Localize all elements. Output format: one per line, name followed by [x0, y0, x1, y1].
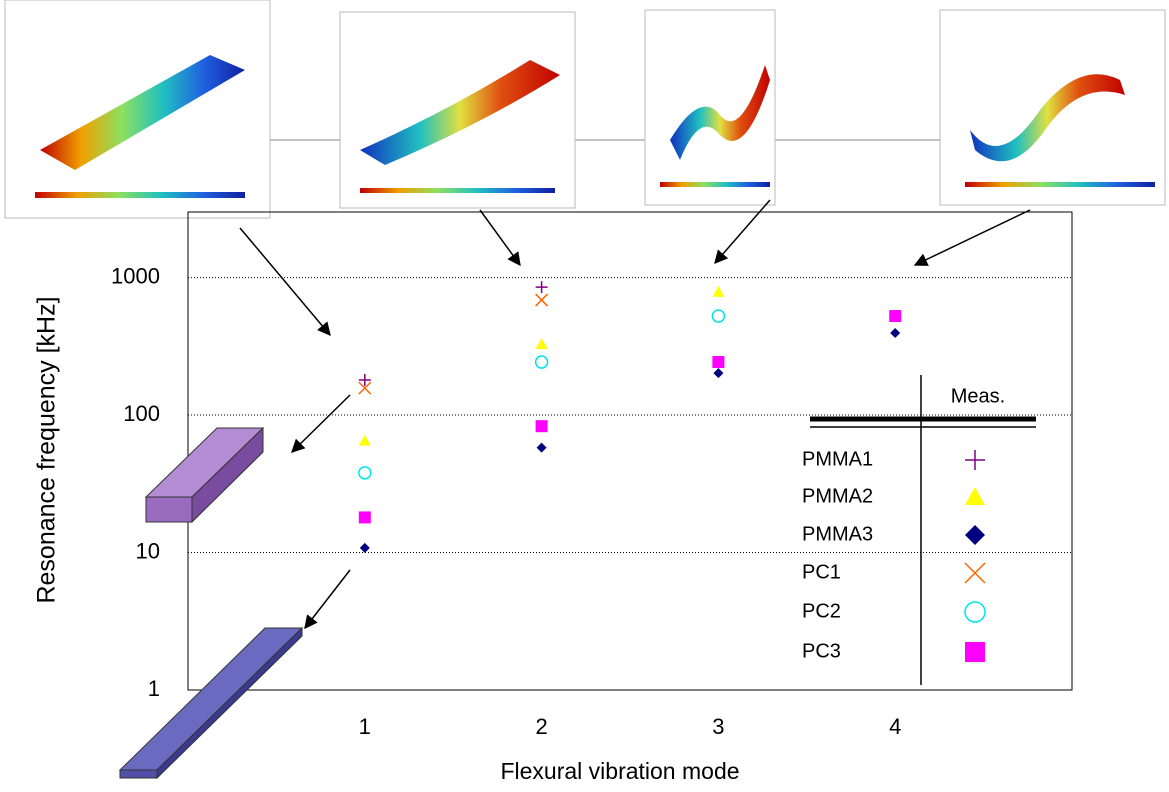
- marker: [359, 542, 370, 553]
- colorbar: [965, 182, 1155, 187]
- marker: [535, 338, 548, 349]
- beam-render: [40, 55, 245, 170]
- legend-label: PC2: [802, 600, 841, 622]
- legend-title: Meas.: [951, 385, 1005, 407]
- arrow: [714, 199, 771, 265]
- x-tick-label: 1: [359, 714, 371, 739]
- legend-marker: [965, 642, 985, 662]
- marker: [358, 466, 372, 480]
- marker: [890, 328, 901, 339]
- annotations: [239, 199, 1031, 630]
- beam-render: [360, 60, 560, 165]
- marker: [358, 511, 371, 524]
- legend-label: PC3: [802, 640, 841, 662]
- legend-marker: [965, 487, 985, 505]
- arrow: [291, 394, 351, 453]
- y-tick-label: 10: [136, 538, 160, 563]
- colorbar: [660, 182, 770, 187]
- series: [359, 328, 901, 553]
- marker: [535, 420, 548, 433]
- legend: Meas. PMMA1 PMMA2 PMMA3 PC1 PC2 PC3: [802, 375, 1036, 685]
- series: [358, 281, 548, 386]
- legend-marker: [965, 525, 985, 545]
- plate-side: [156, 626, 303, 780]
- legend-marker: [964, 562, 986, 584]
- marker: [712, 356, 725, 369]
- colorbar: [35, 192, 245, 198]
- plot-area: 1 10 100 1000 1 2 3 4: [111, 211, 1073, 739]
- fem-images: [4, 0, 1166, 219]
- marker: [358, 373, 371, 386]
- legend-label: PC1: [802, 561, 841, 583]
- marker: [889, 310, 902, 323]
- plot-frame: [187, 211, 1073, 691]
- marker: [358, 434, 371, 446]
- marker: [535, 281, 548, 294]
- plate-front: [119, 769, 158, 779]
- specimen-icons: [118, 426, 304, 780]
- arrow: [913, 209, 1031, 266]
- marker: [711, 309, 726, 323]
- arrow: [239, 227, 331, 337]
- legend-label: PMMA1: [802, 448, 873, 470]
- legend-label: PMMA2: [802, 485, 873, 507]
- y-tick-label: 100: [123, 401, 160, 426]
- x-tick-label: 4: [889, 714, 901, 739]
- y-axis-label: Resonance frequency [kHz]: [33, 296, 61, 603]
- legend-marker: [964, 601, 986, 623]
- marker: [358, 381, 372, 395]
- colorbar: [360, 188, 555, 193]
- legend-marker: [965, 450, 985, 470]
- series: [358, 293, 549, 395]
- marker: [536, 442, 547, 453]
- marker: [534, 355, 549, 369]
- arrow: [479, 209, 521, 267]
- marker: [713, 368, 724, 379]
- series: [358, 286, 725, 446]
- series: [358, 309, 726, 480]
- x-tick-label: 3: [712, 714, 724, 739]
- marker: [535, 293, 549, 307]
- beam-render: [970, 74, 1125, 162]
- legend-label: PMMA3: [802, 523, 873, 545]
- series: [358, 310, 902, 524]
- beam-render: [670, 65, 770, 160]
- x-axis-label: Flexural vibration mode: [500, 758, 739, 784]
- arrow: [304, 569, 351, 630]
- marker: [712, 286, 725, 297]
- x-tick-label: 2: [535, 714, 547, 739]
- block-front: [145, 496, 193, 523]
- y-tick-label: 1: [148, 676, 160, 701]
- y-tick-label: 1000: [111, 263, 160, 288]
